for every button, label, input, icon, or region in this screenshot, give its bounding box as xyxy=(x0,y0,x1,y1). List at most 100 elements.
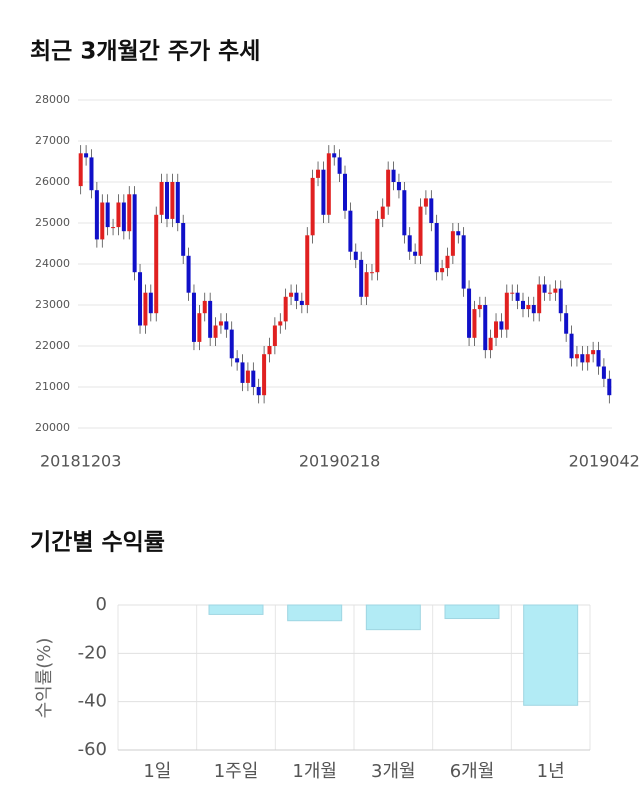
candle-body xyxy=(299,300,304,305)
candle-body xyxy=(569,333,574,359)
y-tick-label: 26000 xyxy=(35,175,70,188)
candle-body xyxy=(111,227,116,229)
candle-body xyxy=(224,321,229,330)
x-tick-label: 20190218 xyxy=(299,452,380,471)
y-tick-label: 0 xyxy=(96,594,107,615)
candle-body xyxy=(272,325,277,346)
candle-body xyxy=(494,321,499,338)
candle-body xyxy=(310,177,315,236)
candle-body xyxy=(348,210,353,252)
candle-body xyxy=(148,292,153,314)
candle-body xyxy=(267,346,272,355)
candle-body xyxy=(289,292,294,297)
candle-body xyxy=(477,305,482,310)
candle-body xyxy=(143,292,148,326)
candle-body xyxy=(94,190,99,240)
candle-body xyxy=(132,194,137,273)
candle-body xyxy=(191,292,196,342)
candle-body xyxy=(445,255,450,269)
candle-body xyxy=(170,182,175,219)
x-tick-label: 1개월 xyxy=(292,761,337,782)
candle-body xyxy=(294,292,299,301)
x-tick-label: 1주일 xyxy=(214,761,259,782)
candle-body xyxy=(359,259,364,297)
candle-body xyxy=(181,223,186,256)
candle-body xyxy=(515,292,520,301)
candle-body xyxy=(380,206,385,219)
candle-body xyxy=(504,292,509,330)
bar xyxy=(523,604,579,706)
candle-body xyxy=(332,153,337,158)
candle-body xyxy=(78,153,83,187)
candle-body xyxy=(208,300,213,338)
candle-body xyxy=(121,202,126,232)
candle-body xyxy=(175,182,180,223)
candle-body xyxy=(127,194,132,232)
candle-body xyxy=(596,350,601,367)
y-tick-label: 25000 xyxy=(35,216,70,229)
y-tick-label: 22000 xyxy=(35,339,70,352)
candle-body xyxy=(343,173,347,211)
candle-body xyxy=(154,214,159,314)
candle-body xyxy=(396,182,401,191)
y-tick-label: 28000 xyxy=(35,93,70,106)
candle-body xyxy=(186,255,191,293)
candle-body xyxy=(499,321,504,330)
candle-body xyxy=(531,305,536,314)
candle-body xyxy=(429,198,434,223)
candle-body xyxy=(564,313,569,334)
bar xyxy=(208,604,264,615)
x-tick-label: 1년 xyxy=(537,761,565,782)
candle-body xyxy=(321,169,326,215)
candle-body xyxy=(440,268,445,273)
bar xyxy=(444,604,500,620)
candle-body xyxy=(456,231,461,236)
candle-body xyxy=(542,284,547,293)
x-tick-label: 3개월 xyxy=(371,761,416,782)
candle-body xyxy=(601,366,606,379)
candle-body xyxy=(89,157,94,191)
candle-body xyxy=(229,329,234,359)
x-tick-label: 1일 xyxy=(143,761,171,782)
candle-body xyxy=(526,305,531,310)
candle-body xyxy=(245,370,250,383)
y-tick-label: -60 xyxy=(78,739,107,760)
candle-body xyxy=(461,235,466,289)
candle-body xyxy=(116,202,121,228)
candle-body xyxy=(434,223,439,273)
x-tick-label: 6개월 xyxy=(450,761,495,782)
candle-body xyxy=(537,284,542,314)
candle-body xyxy=(423,198,428,207)
candle-body xyxy=(197,313,202,342)
candle-body xyxy=(100,202,105,240)
candle-body xyxy=(467,288,472,338)
candle-body xyxy=(202,300,207,314)
candle-body xyxy=(472,309,477,338)
y-tick-label: 27000 xyxy=(35,134,70,147)
chart-title: 최근 3개월간 주가 추세 xyxy=(30,39,260,65)
candle-body xyxy=(159,182,164,215)
candle-body xyxy=(316,169,321,178)
candle-body xyxy=(558,288,563,314)
candle-body xyxy=(218,321,223,326)
y-tick-label: -40 xyxy=(78,691,107,712)
candle-body xyxy=(407,235,412,252)
candle-body xyxy=(553,288,558,293)
candle-body xyxy=(262,354,267,396)
candle-body xyxy=(418,206,423,256)
candle-body xyxy=(251,370,256,387)
x-tick-label: 20190429 xyxy=(569,452,640,471)
y-tick-label: -20 xyxy=(78,642,107,663)
bar xyxy=(287,604,343,622)
candle-body xyxy=(402,190,407,236)
candle-body xyxy=(235,358,240,363)
candle-body xyxy=(574,354,579,359)
candle-body xyxy=(580,354,585,363)
candle-body xyxy=(278,321,283,326)
candle-body xyxy=(386,169,391,207)
candle-body xyxy=(353,251,358,260)
candle-body xyxy=(488,337,493,351)
candle-body xyxy=(591,350,596,355)
candle-body xyxy=(256,387,261,396)
